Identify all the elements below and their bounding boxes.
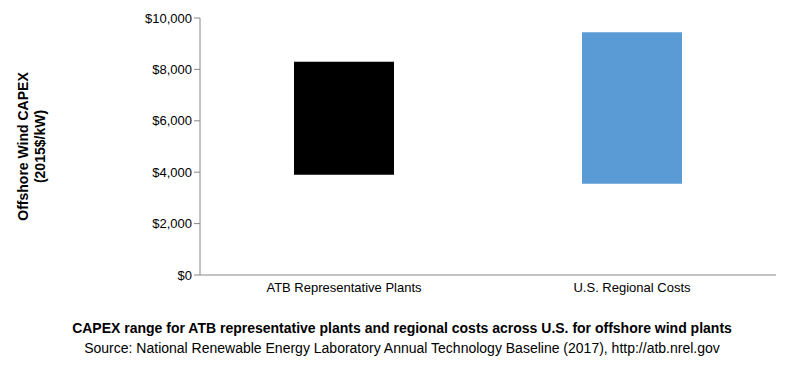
svg-text:$2,000: $2,000 xyxy=(152,216,192,231)
svg-text:$0: $0 xyxy=(178,268,192,283)
svg-text:$4,000: $4,000 xyxy=(152,165,192,180)
svg-text:U.S. Regional Costs: U.S. Regional Costs xyxy=(573,280,691,295)
html-text:Source: National Renewable Ene: Source: National Renewable Energy Labora… xyxy=(84,340,720,356)
html-text:CAPEX range for ATB representa: CAPEX range for ATB representative plant… xyxy=(72,320,732,336)
svg-text:$10,000: $10,000 xyxy=(145,11,192,26)
svg-text:Offshore Wind CAPEX(2015$/kW): Offshore Wind CAPEX(2015$/kW) xyxy=(15,72,48,221)
svg-text:$8,000: $8,000 xyxy=(152,62,192,77)
svg-text:ATB Representative Plants: ATB Representative Plants xyxy=(266,280,422,295)
svg-text:$6,000: $6,000 xyxy=(152,113,192,128)
